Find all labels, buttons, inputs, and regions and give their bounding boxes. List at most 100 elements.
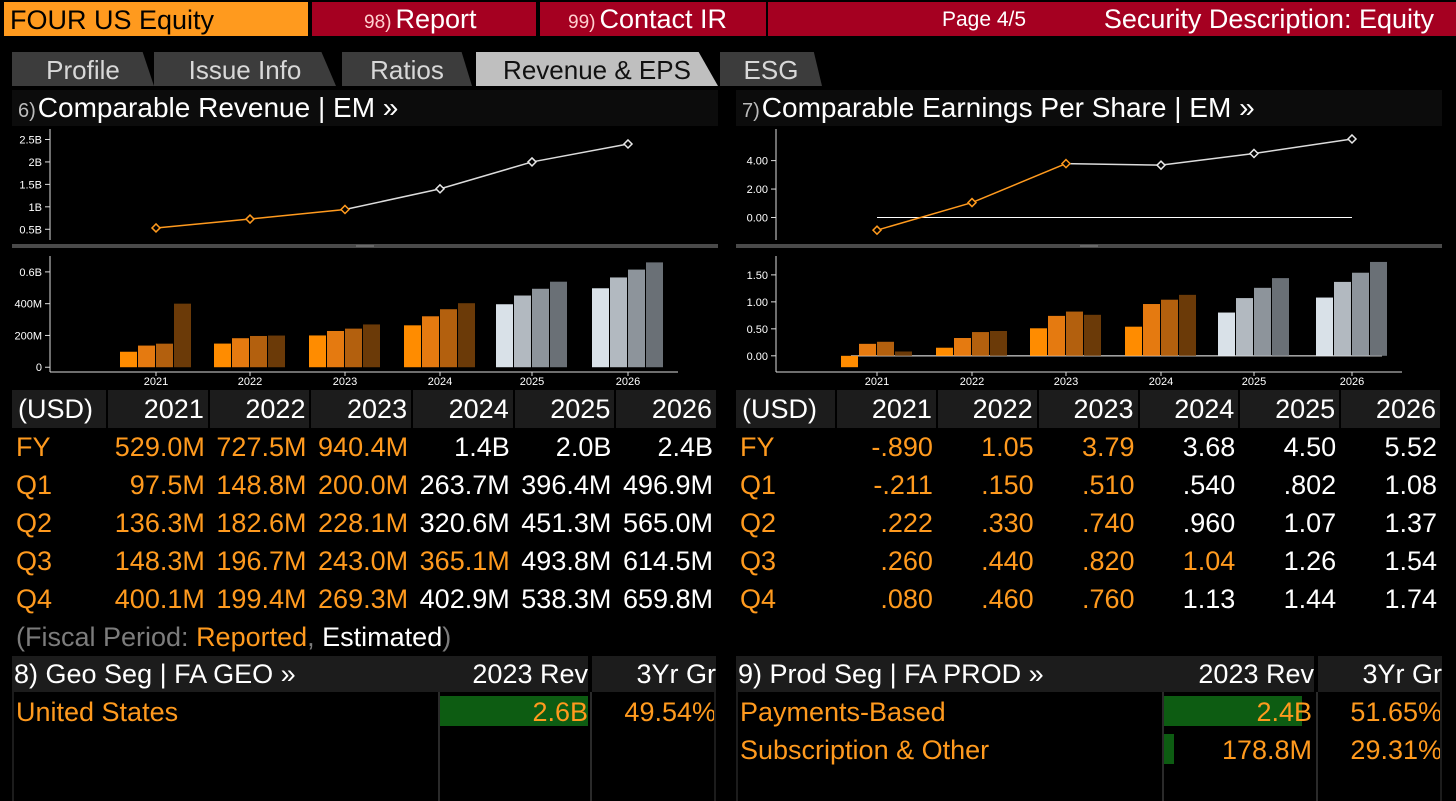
table-cell: 148.3M — [114, 546, 205, 576]
y-tick-label: 0.5B — [19, 224, 42, 236]
prod-seg-growth-header: 3Yr Gr — [1318, 656, 1442, 692]
y-tick-label: 4.00 — [747, 156, 768, 168]
prod-seg-header[interactable]: 9) Prod Seg | FA PROD » — [736, 656, 1164, 692]
segment-name[interactable]: United States — [16, 697, 179, 727]
data-point — [1060, 158, 1072, 169]
geo-seg-rev-header: 2023 Rev — [440, 656, 588, 692]
table-cell: 1.74 — [1384, 584, 1437, 614]
bar — [532, 288, 549, 368]
table-row: Q4 400.1M 199.4M 269.3M 402.9M 538.3M 659.8M — [12, 580, 717, 618]
y-tick-label: 1.50 — [747, 270, 768, 282]
table-cell: 1.26 — [1283, 546, 1337, 576]
eps-col-header: 2022 — [936, 390, 1039, 428]
fiscal-period-close: ) — [442, 622, 452, 652]
geo-seg-header[interactable]: 8) Geo Seg | FA GEO » — [12, 656, 440, 692]
data-point — [871, 225, 883, 236]
y-tick-label: 1B — [29, 202, 42, 214]
table-row: Q4 .080 .460 .760 1.13 1.44 1.74 — [736, 580, 1441, 618]
fiscal-period-legend: (Fiscal Period: Reported, Estimated) — [16, 622, 451, 653]
y-tick-label: 0.50 — [747, 324, 768, 336]
revenue-line-chart: 0.5B 1B 1.5B 2B 2.5B — [12, 126, 718, 250]
eps-col-header: 2024 — [1138, 390, 1241, 428]
table-cell: 1.05 — [981, 432, 1034, 462]
bar — [174, 303, 191, 368]
contact-number: 99) — [568, 12, 596, 33]
row-label: FY — [740, 432, 775, 462]
bar — [1179, 294, 1196, 356]
bar — [1030, 328, 1047, 356]
row-label: Q4 — [16, 584, 53, 614]
y-tick-label: 400M — [14, 299, 42, 311]
contact-ir-button[interactable]: 99) Contact IR — [540, 2, 766, 36]
x-tick-label: 2022 — [960, 376, 984, 388]
table-cell: -.211 — [873, 470, 933, 500]
table-row: FY -.890 1.05 3.79 3.68 4.50 5.52 — [736, 428, 1441, 466]
bar — [859, 343, 876, 356]
data-point — [526, 156, 538, 167]
series-line-segment — [876, 201, 973, 231]
table-cell: 3.68 — [1182, 432, 1236, 462]
tab-issue-info[interactable]: Issue Info — [154, 52, 336, 86]
table-cell: .330 — [981, 508, 1034, 538]
bar — [514, 295, 531, 368]
segment-growth: 51.65% — [1350, 697, 1442, 727]
series-line-segment — [249, 208, 346, 220]
bar — [422, 316, 439, 368]
prod-seg-divider — [1162, 692, 1164, 801]
table-cell: 496.9M — [622, 470, 713, 500]
table-cell: 396.4M — [521, 470, 612, 500]
series-line-segment — [155, 218, 251, 229]
table-cell: 320.6M — [419, 508, 510, 538]
bar — [458, 303, 475, 368]
segment-name[interactable]: Payments-Based — [740, 697, 946, 727]
table-cell: 659.8M — [622, 584, 713, 614]
x-tick-label: 2026 — [1340, 376, 1364, 388]
prod-seg-divider — [1316, 692, 1318, 801]
revenue-col-header: 2023 — [310, 390, 414, 428]
y-tick-label: 2.00 — [747, 184, 768, 196]
table-row: Q3 148.3M 196.7M 243.0M 365.1M 493.8M 614.5M — [12, 542, 717, 580]
bar — [1370, 261, 1387, 356]
report-button[interactable]: 98) Report — [312, 2, 536, 36]
segment-revenue-bar — [440, 696, 588, 726]
page-info-bar: Page 4/5 Security Description: Equity — [768, 2, 1456, 36]
geo-seg-divider — [590, 692, 592, 801]
table-cell: .440 — [981, 546, 1034, 576]
table-cell: 529.0M — [114, 432, 205, 462]
table-cell: 1.08 — [1384, 470, 1437, 500]
bar — [327, 330, 344, 368]
eps-panel-title[interactable]: 7)Comparable Earnings Per Share | EM » — [736, 90, 1442, 126]
row-label: Q1 — [740, 470, 777, 500]
table-row: Q1 97.5M 148.8M 200.0M 263.7M 396.4M 496.9M — [12, 466, 717, 504]
tab-esg[interactable]: ESG — [720, 52, 822, 86]
segment-revenue-bar — [1164, 696, 1302, 726]
table-cell: 196.7M — [216, 546, 307, 576]
revenue-col-header: 2026 — [615, 390, 718, 428]
segment-name[interactable]: Subscription & Other — [740, 735, 990, 765]
bar — [628, 269, 645, 368]
tab-ratios[interactable]: Ratios — [342, 52, 472, 86]
x-tick-label: 2024 — [1149, 376, 1173, 388]
fiscal-period-reported: Reported — [196, 622, 308, 652]
x-tick-label: 2025 — [520, 376, 544, 388]
row-label: Q3 — [16, 546, 53, 576]
tab-profile[interactable]: Profile — [12, 52, 154, 86]
x-tick-label: 2021 — [865, 376, 889, 388]
eps-col-header: 2026 — [1340, 390, 1442, 428]
segment-growth: 29.31% — [1350, 735, 1442, 765]
ticker-field[interactable]: FOUR US Equity — [4, 2, 308, 36]
segment-growth: 49.54% — [624, 697, 716, 727]
geo-seg-frame — [12, 692, 716, 801]
table-cell: 200.0M — [318, 470, 409, 500]
chart-background — [12, 126, 718, 250]
table-cell: 1.13 — [1182, 584, 1236, 614]
bar — [1254, 287, 1271, 356]
report-number: 98) — [364, 12, 392, 33]
revenue-panel-title[interactable]: 6)Comparable Revenue | EM » — [12, 90, 718, 126]
tab-revenue-eps[interactable]: Revenue & EPS — [476, 52, 718, 86]
bar — [120, 351, 137, 368]
x-tick-label: 2023 — [1054, 376, 1078, 388]
bar — [990, 330, 1007, 356]
y-tick-label: 0 — [36, 362, 42, 374]
table-cell: .222 — [880, 508, 933, 538]
